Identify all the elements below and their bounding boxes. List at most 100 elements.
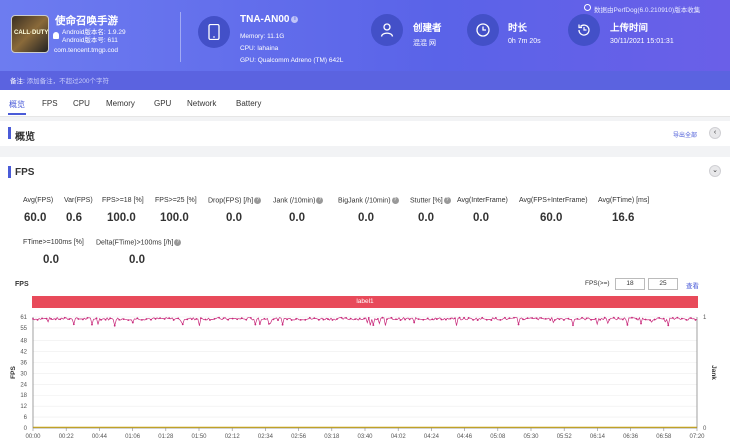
history-icon (568, 14, 600, 46)
fps-point (522, 318, 524, 321)
fps-max-input[interactable]: 25 (648, 278, 678, 290)
device-name: TNA-AN00 i (240, 14, 299, 25)
fps-point (567, 317, 570, 320)
help-icon[interactable]: ? (254, 197, 262, 204)
report-header: CALL·DUTY 使命召唤手游 Android版本名: 1.9.29 Andr… (0, 0, 730, 90)
help-icon[interactable]: ? (316, 197, 324, 204)
fps-point (472, 318, 475, 321)
metric-label: FPS>=25 [%] (155, 197, 197, 204)
fps-point (671, 316, 674, 319)
metric-value: 60.0 (24, 212, 47, 224)
help-icon[interactable]: ? (391, 197, 399, 204)
fps-point (286, 318, 289, 321)
fps-point (109, 317, 112, 320)
fps-min-input[interactable]: 18 (615, 278, 645, 290)
metric-label: Jank (/10min)? (273, 197, 324, 204)
fps-point (408, 318, 411, 321)
active-tab-indicator (8, 113, 26, 115)
x-tick-label: 02:56 (291, 434, 307, 439)
fps-point (36, 318, 39, 321)
fps-point (331, 319, 334, 321)
metric-label: Avg(FPS) (23, 197, 54, 204)
metric-value: 0.0 (289, 212, 305, 224)
metric-label-text: Stutter [%] (410, 197, 443, 205)
y-tick-label: 61 (20, 315, 27, 321)
clock-icon (467, 14, 499, 46)
fps-point (150, 318, 152, 321)
tab-network[interactable]: Network (187, 99, 217, 108)
fps-point (404, 318, 406, 321)
fps-point (649, 319, 652, 321)
fps-point (213, 317, 216, 320)
help-icon[interactable]: ? (174, 239, 182, 246)
fps-point (100, 318, 102, 321)
fps-point (426, 317, 429, 320)
fps-point (590, 318, 593, 321)
fps-point (476, 319, 479, 321)
fps-point (694, 319, 697, 321)
fps-point (526, 317, 529, 320)
collapse-down-icon[interactable]: ⌄ (709, 165, 721, 177)
note-input[interactable]: 添加备注，不超过200个字符 (26, 78, 109, 85)
tab-overview[interactable]: 概览 (9, 100, 25, 109)
note-bar[interactable]: 备注: 添加备注，不超过200个字符 (0, 71, 730, 90)
tab-memory[interactable]: Memory (106, 99, 135, 108)
x-tick-label: 06:14 (590, 434, 606, 439)
fps-point (585, 317, 588, 320)
x-tick-label: 05:08 (490, 434, 506, 439)
device-name-text: TNA-AN00 (240, 14, 290, 25)
fps-point (445, 318, 447, 321)
fps-point (635, 317, 638, 320)
fps-point (458, 316, 461, 319)
metric-label-text: BigJank (/10min) (338, 197, 391, 205)
fps-point (540, 317, 543, 319)
device-info-icon[interactable]: i (291, 15, 299, 23)
export-all-link[interactable]: 导出全部 (673, 133, 698, 139)
fps-point (50, 318, 53, 320)
fps-point (354, 318, 357, 321)
x-tick-label: 05:52 (557, 434, 573, 439)
fps-point (608, 318, 611, 321)
fps-point (281, 323, 284, 326)
fps-point (372, 324, 375, 326)
help-icon[interactable]: ? (443, 197, 451, 204)
x-tick-label: 00:44 (92, 434, 108, 439)
query-link[interactable]: 查看 (686, 283, 699, 290)
fps-point (676, 316, 679, 319)
tab-cpu[interactable]: CPU (73, 99, 90, 108)
y2-tick-label: 0 (703, 426, 707, 432)
metric-value: 16.6 (612, 212, 635, 224)
fps-point (63, 316, 66, 319)
label-bar[interactable]: label1 (32, 296, 698, 308)
app-version-name: Android版本名: 1.9.29 (62, 29, 126, 36)
fps-point (549, 319, 552, 321)
y-tick-label: 42 (20, 350, 27, 356)
collapse-left-icon[interactable]: ‹ (709, 127, 721, 139)
fps-chart-title: FPS (15, 281, 29, 288)
fps-point (336, 318, 338, 320)
metric-value: 0.0 (418, 212, 434, 224)
metric-value: 0.0 (473, 212, 489, 224)
tab-fps[interactable]: FPS (42, 99, 58, 108)
fps-point (91, 323, 93, 326)
fps-point (204, 318, 207, 321)
fps-chart[interactable]: 0 6 12 18 24 30 36 42 48 55 61 0 1 00:00 00:22 00:44 01:… (0, 310, 730, 439)
fps-point (268, 322, 270, 325)
fps-point (358, 317, 361, 320)
android-icon (53, 32, 59, 39)
tab-battery[interactable]: Battery (236, 99, 262, 108)
metric-value: 0.0 (358, 212, 374, 224)
x-tick-label: 02:12 (225, 434, 241, 439)
fps-point (295, 317, 298, 320)
tab-gpu[interactable]: GPU (154, 99, 172, 108)
fps-point (45, 317, 48, 320)
metric-value: 0.0 (129, 254, 145, 266)
fps-point (177, 317, 180, 320)
fps-point (77, 318, 80, 320)
fps-point (113, 324, 116, 327)
fps-point (131, 321, 134, 324)
x-tick-label: 05:30 (523, 434, 539, 439)
fps-point (467, 317, 470, 319)
fps-point (59, 318, 62, 321)
x-tick-label: 00:22 (59, 434, 75, 439)
